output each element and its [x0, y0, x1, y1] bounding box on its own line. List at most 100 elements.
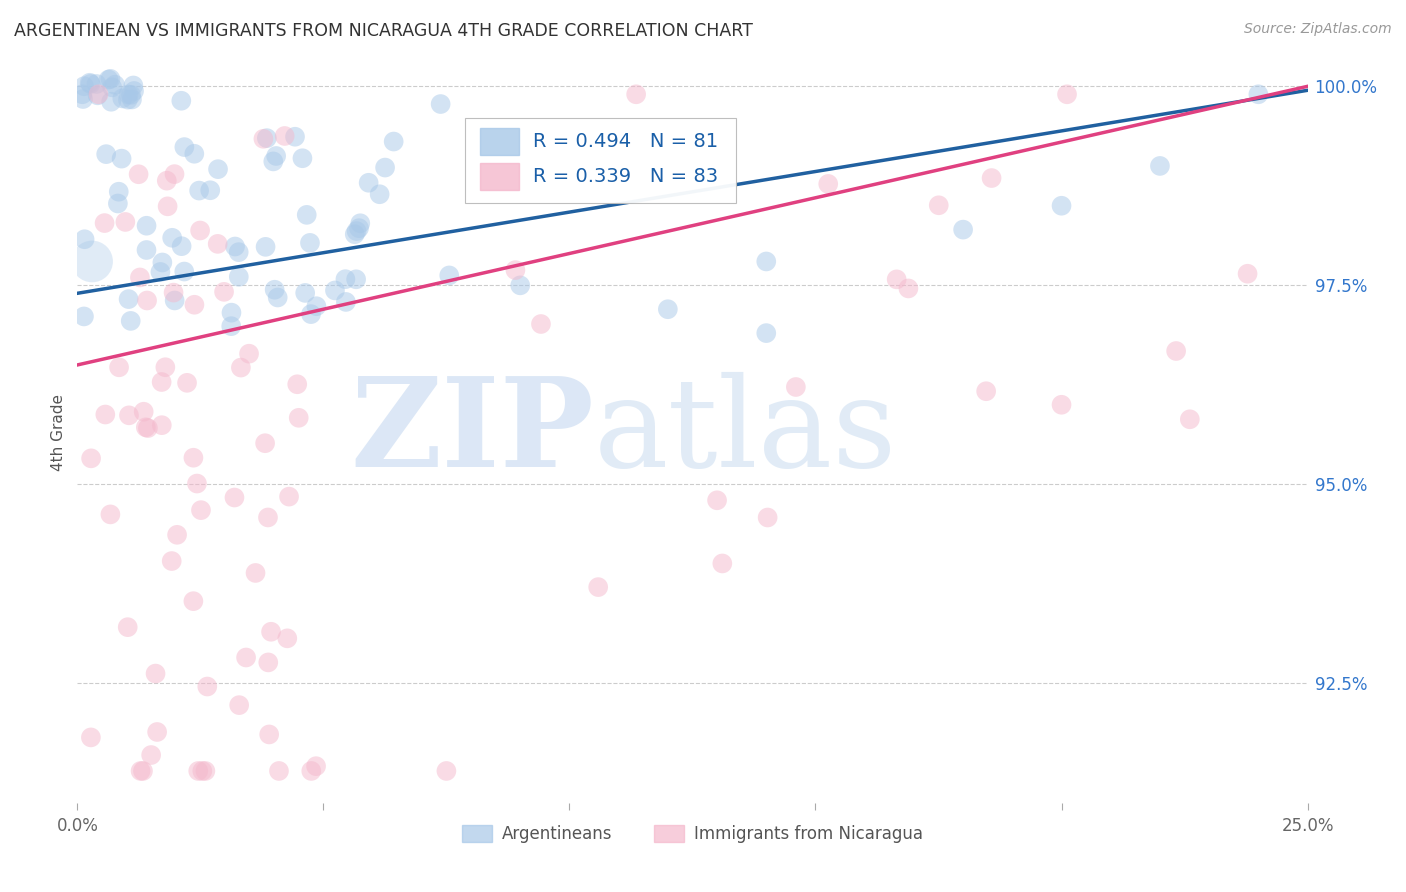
Point — [207, 162, 229, 177]
Point — [100, 95, 122, 109]
Point — [163, 167, 186, 181]
Point — [188, 184, 211, 198]
Point — [170, 94, 193, 108]
Point — [273, 128, 295, 143]
Point — [262, 154, 284, 169]
Point — [111, 91, 134, 105]
Point — [156, 199, 179, 213]
Point — [160, 231, 183, 245]
Point — [254, 436, 277, 450]
Bar — [479, 163, 519, 190]
Point — [228, 698, 250, 713]
Point — [254, 240, 277, 254]
Point — [150, 418, 173, 433]
Point — [257, 727, 280, 741]
Point — [186, 476, 208, 491]
Point — [94, 408, 117, 422]
Point — [149, 265, 172, 279]
Point — [382, 135, 405, 149]
Point — [276, 632, 298, 646]
Point — [299, 764, 322, 778]
Point — [886, 272, 908, 286]
Point — [755, 254, 778, 268]
Point — [264, 149, 287, 163]
Point — [108, 360, 131, 375]
Point — [73, 310, 96, 324]
Point — [194, 764, 217, 778]
Point — [146, 725, 169, 739]
Point — [97, 72, 120, 87]
Point — [229, 360, 252, 375]
Point — [974, 384, 997, 399]
Point — [117, 620, 139, 634]
Point — [150, 255, 173, 269]
Point — [100, 508, 122, 522]
Point — [86, 88, 108, 103]
Point — [156, 174, 179, 188]
Point — [260, 624, 283, 639]
Point — [294, 285, 316, 300]
Point — [120, 314, 142, 328]
Point — [219, 319, 242, 334]
Point — [624, 87, 647, 102]
Point — [263, 283, 285, 297]
Point — [187, 764, 209, 778]
Point — [706, 493, 728, 508]
Point — [136, 293, 159, 308]
Point — [928, 198, 950, 212]
Point — [163, 293, 186, 308]
Point — [80, 731, 103, 745]
Point — [817, 177, 839, 191]
Point — [285, 377, 308, 392]
Point — [952, 222, 974, 236]
Point — [711, 557, 734, 571]
Y-axis label: 4th Grade: 4th Grade — [51, 394, 66, 471]
Point — [122, 84, 145, 98]
Point — [117, 292, 139, 306]
Point — [183, 450, 205, 465]
Point — [257, 656, 280, 670]
Point — [120, 87, 142, 102]
Point — [224, 239, 246, 253]
Text: atlas: atlas — [595, 372, 897, 493]
Point — [257, 510, 280, 524]
Point — [212, 285, 235, 299]
Point — [335, 272, 357, 286]
Point — [173, 140, 195, 154]
Point — [785, 380, 807, 394]
Point — [110, 152, 132, 166]
Point — [145, 666, 167, 681]
Point — [160, 554, 183, 568]
Point — [190, 503, 212, 517]
Point — [1178, 412, 1201, 426]
Point — [191, 764, 214, 778]
Text: Source: ZipAtlas.com: Source: ZipAtlas.com — [1244, 22, 1392, 37]
Point — [980, 171, 1002, 186]
Point — [756, 510, 779, 524]
Point — [82, 254, 104, 268]
Point — [128, 167, 150, 181]
Point — [349, 216, 371, 230]
Point — [267, 764, 290, 778]
Point — [228, 269, 250, 284]
Text: R = 0.494   N = 81: R = 0.494 N = 81 — [533, 132, 717, 151]
Point — [284, 129, 307, 144]
Point — [530, 317, 553, 331]
Point — [114, 215, 136, 229]
Point — [122, 78, 145, 93]
Point — [132, 405, 155, 419]
Point — [278, 490, 301, 504]
Point — [374, 161, 396, 175]
Point — [291, 151, 314, 165]
Point — [135, 243, 157, 257]
Point — [121, 93, 143, 107]
Point — [252, 132, 274, 146]
Point — [107, 185, 129, 199]
Point — [343, 227, 366, 242]
Point — [368, 187, 391, 202]
Point — [183, 594, 205, 608]
Point — [135, 219, 157, 233]
Point — [129, 270, 152, 285]
Point — [100, 71, 122, 86]
Point — [755, 326, 778, 340]
